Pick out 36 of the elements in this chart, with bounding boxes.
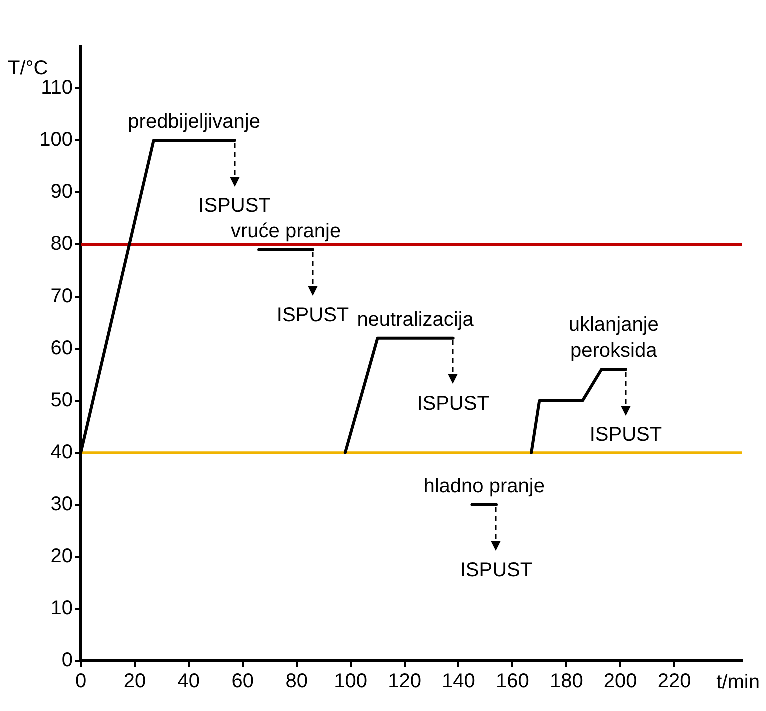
x-tick-label: 80 (286, 670, 308, 693)
x-axis-title: t/min (716, 672, 760, 694)
x-tick-label: 140 (442, 670, 476, 693)
annotation: uklanjanje peroksida (568, 314, 659, 362)
annotation: ISPUST (417, 392, 490, 415)
x-tick-label: 180 (550, 670, 584, 693)
x-tick-label: 60 (232, 670, 254, 693)
y-tick-label: 80 (50, 233, 73, 256)
y-tick-label: 40 (50, 441, 73, 464)
y-axis-title: T/°C (8, 58, 48, 80)
y-tick-label: 30 (50, 493, 73, 516)
y-tick-label: 0 (62, 650, 73, 672)
x-tick-label: 100 (334, 670, 368, 693)
y-tick-label: 100 (40, 129, 73, 152)
annotation: ISPUST (590, 424, 662, 446)
annotation: neutralizacija (357, 308, 475, 331)
x-tick-label: 0 (75, 670, 87, 693)
y-tick-label: 70 (50, 285, 73, 308)
annotation: vruće pranje (231, 220, 342, 242)
y-tick-label: 20 (50, 545, 73, 568)
y-tick-label: 50 (50, 389, 73, 412)
annotation: predbijeljivanje (128, 111, 260, 134)
annotation: ISPUST (460, 559, 533, 582)
x-tick-label: 160 (496, 670, 530, 693)
y-tick-label: 110 (41, 77, 73, 100)
x-tick-label: 40 (178, 670, 200, 693)
x-tick-label: 120 (388, 670, 422, 693)
y-tick-label: 60 (50, 337, 73, 360)
annotation: hladno pranje (424, 475, 545, 498)
x-tick-label: 220 (658, 670, 692, 693)
y-tick-label: 90 (50, 181, 73, 204)
annotation: ISPUST (198, 195, 271, 218)
x-tick-label: 20 (124, 670, 146, 693)
x-tick-label: 200 (604, 670, 638, 693)
y-tick-label: 10 (50, 597, 73, 620)
annotation: ISPUST (276, 304, 350, 326)
